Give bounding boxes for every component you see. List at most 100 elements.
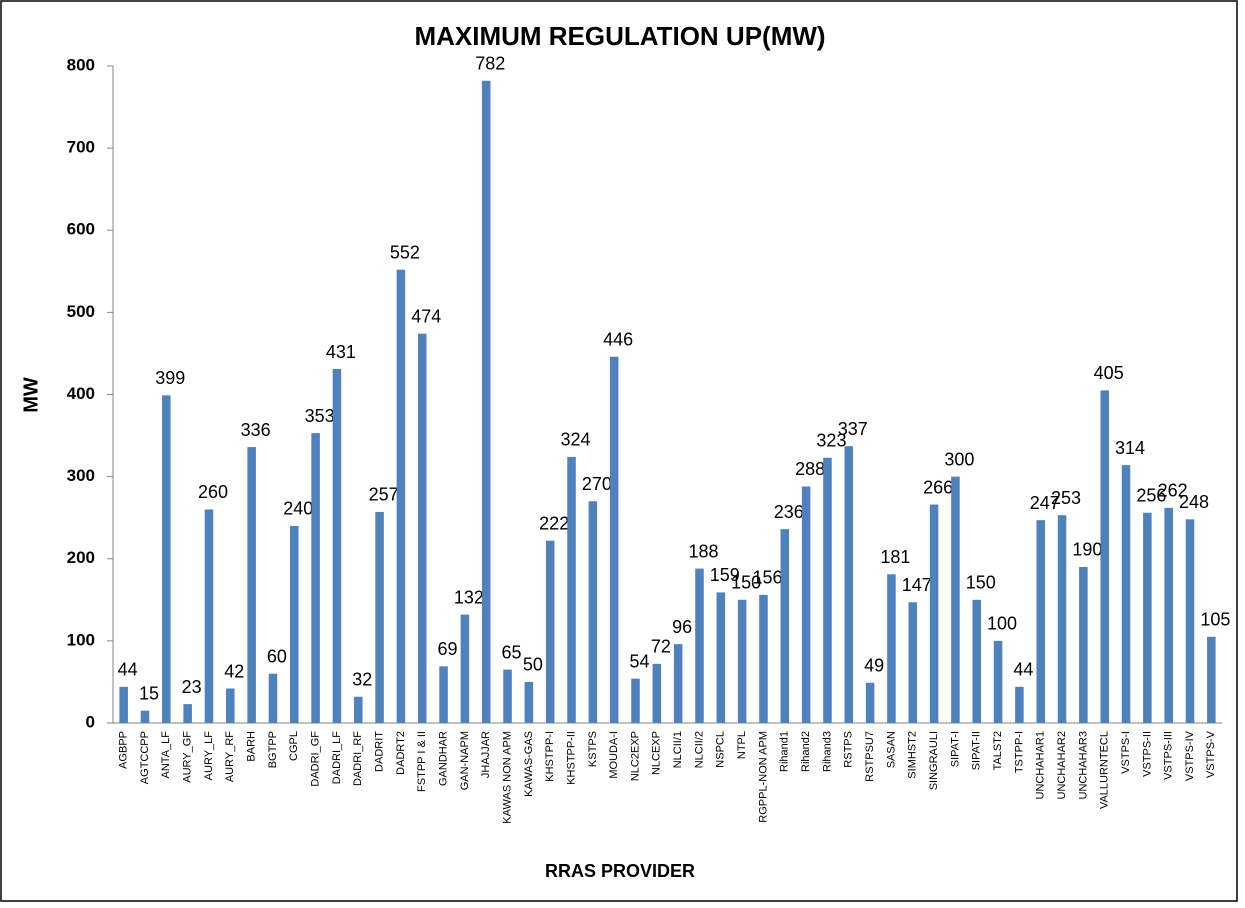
data-label: 353 bbox=[305, 406, 335, 426]
data-label: 44 bbox=[118, 660, 138, 680]
x-tick-label: UNCHAHAR1 bbox=[1035, 731, 1047, 799]
data-label: 474 bbox=[411, 306, 441, 326]
x-tick-label: SIMHST2 bbox=[907, 731, 919, 779]
data-label: 49 bbox=[864, 656, 884, 676]
data-label: 240 bbox=[283, 499, 313, 519]
x-tick-label: AGBPP bbox=[118, 731, 130, 769]
bar bbox=[226, 688, 235, 723]
data-label: 159 bbox=[710, 565, 740, 585]
bar bbox=[524, 681, 534, 723]
x-tick-label: SIPAT-I bbox=[949, 731, 961, 767]
data-label: 266 bbox=[923, 477, 953, 497]
data-label: 15 bbox=[139, 683, 159, 703]
data-label: 552 bbox=[390, 242, 420, 262]
x-tick-label: NLCII/1 bbox=[672, 731, 684, 768]
x-tick-label: AURY_RF bbox=[224, 731, 236, 782]
bar bbox=[140, 710, 150, 723]
data-label: 270 bbox=[582, 474, 612, 494]
bar bbox=[759, 594, 768, 723]
bar bbox=[993, 640, 1003, 723]
x-tick-label: VSTPS-V bbox=[1205, 730, 1217, 778]
data-label: 399 bbox=[155, 368, 185, 388]
bar bbox=[247, 447, 256, 723]
bar bbox=[119, 686, 128, 723]
data-label: 44 bbox=[1013, 660, 1033, 680]
x-tick-label: Rihand1 bbox=[779, 731, 791, 772]
data-label: 147 bbox=[902, 575, 932, 595]
x-tick-label: VSTPS-I bbox=[1120, 731, 1132, 774]
x-tick-label: UNCHAHAR3 bbox=[1077, 731, 1089, 799]
x-tick-label: Rihand3 bbox=[821, 731, 833, 772]
data-label: 337 bbox=[838, 419, 868, 439]
y-tick-label: 800 bbox=[67, 55, 95, 74]
data-label: 150 bbox=[731, 573, 761, 593]
data-label: 262 bbox=[1158, 481, 1188, 501]
data-label: 105 bbox=[1200, 610, 1230, 630]
bar bbox=[503, 669, 512, 723]
bar bbox=[1015, 686, 1024, 723]
data-label: 96 bbox=[672, 617, 692, 637]
x-tick-label: RSTPS bbox=[843, 731, 855, 768]
x-tick-label: KHSTPP-I bbox=[544, 731, 556, 782]
y-tick-label: 100 bbox=[67, 630, 95, 649]
y-tick-label: 200 bbox=[67, 548, 95, 567]
x-tick-label: ANTA_LF bbox=[160, 731, 172, 779]
data-label: 54 bbox=[629, 651, 649, 671]
data-label: 336 bbox=[241, 420, 271, 440]
bar bbox=[716, 592, 726, 723]
bar bbox=[481, 80, 491, 724]
data-label: 156 bbox=[752, 568, 782, 588]
x-tick-label: GAN-NAPM bbox=[459, 731, 471, 790]
bar bbox=[183, 704, 192, 723]
data-label: 69 bbox=[438, 639, 458, 659]
bar bbox=[460, 614, 470, 723]
bar bbox=[887, 574, 896, 723]
x-tick-label: CGPL bbox=[288, 731, 300, 761]
bar bbox=[1185, 519, 1195, 723]
x-tick-label: BGTPP bbox=[267, 731, 279, 768]
data-label: 150 bbox=[966, 573, 996, 593]
x-tick-label: TALST2 bbox=[992, 731, 1004, 771]
x-axis-title: RRAS PROVIDER bbox=[545, 861, 695, 881]
data-label: 72 bbox=[651, 637, 671, 657]
data-label: 190 bbox=[1072, 540, 1102, 560]
data-label: 253 bbox=[1051, 488, 1081, 508]
data-label: 431 bbox=[326, 342, 356, 362]
data-label: 60 bbox=[267, 646, 287, 666]
x-tick-label: TSTPP-I bbox=[1013, 731, 1025, 773]
bar bbox=[439, 666, 448, 723]
x-tick-label: NTPL bbox=[736, 731, 748, 759]
data-label: 324 bbox=[561, 430, 591, 450]
x-tick-label: DADRI_GF bbox=[310, 731, 322, 787]
y-tick-label: 700 bbox=[67, 138, 95, 157]
chart-title: MAXIMUM REGULATION UP(MW) bbox=[414, 21, 825, 51]
bar bbox=[1036, 520, 1045, 723]
data-label: 260 bbox=[198, 482, 228, 502]
x-tick-label: KSTPS bbox=[587, 731, 599, 767]
bar bbox=[1164, 507, 1173, 723]
data-label: 288 bbox=[795, 459, 825, 479]
data-label: 314 bbox=[1115, 438, 1145, 458]
bar bbox=[631, 678, 640, 723]
data-label: 32 bbox=[352, 669, 372, 689]
x-tick-label: NLCII/2 bbox=[693, 731, 705, 768]
data-label: 65 bbox=[502, 642, 522, 662]
data-label: 222 bbox=[539, 513, 569, 533]
x-tick-label: AURY_LF bbox=[203, 731, 215, 781]
data-label: 247 bbox=[1030, 493, 1060, 513]
x-tick-label: UNCHAHAR2 bbox=[1056, 731, 1068, 799]
bar bbox=[545, 540, 555, 723]
x-tick-label: KHSTPP-II bbox=[565, 731, 577, 785]
y-tick-label: 500 bbox=[67, 302, 95, 321]
x-tick-label: DADRT2 bbox=[395, 731, 407, 775]
x-tick-label: AGTCCPP bbox=[139, 731, 151, 784]
x-tick-label: DADRIT bbox=[373, 731, 385, 772]
bar bbox=[801, 486, 811, 723]
bar bbox=[865, 682, 875, 723]
x-tick-label: DADRI_RF bbox=[352, 731, 364, 786]
data-label: 188 bbox=[688, 541, 718, 561]
x-tick-label: MOUDA-I bbox=[608, 731, 620, 779]
x-tick-label: KAWAS NON APM bbox=[501, 731, 513, 824]
data-label: 236 bbox=[774, 502, 804, 522]
